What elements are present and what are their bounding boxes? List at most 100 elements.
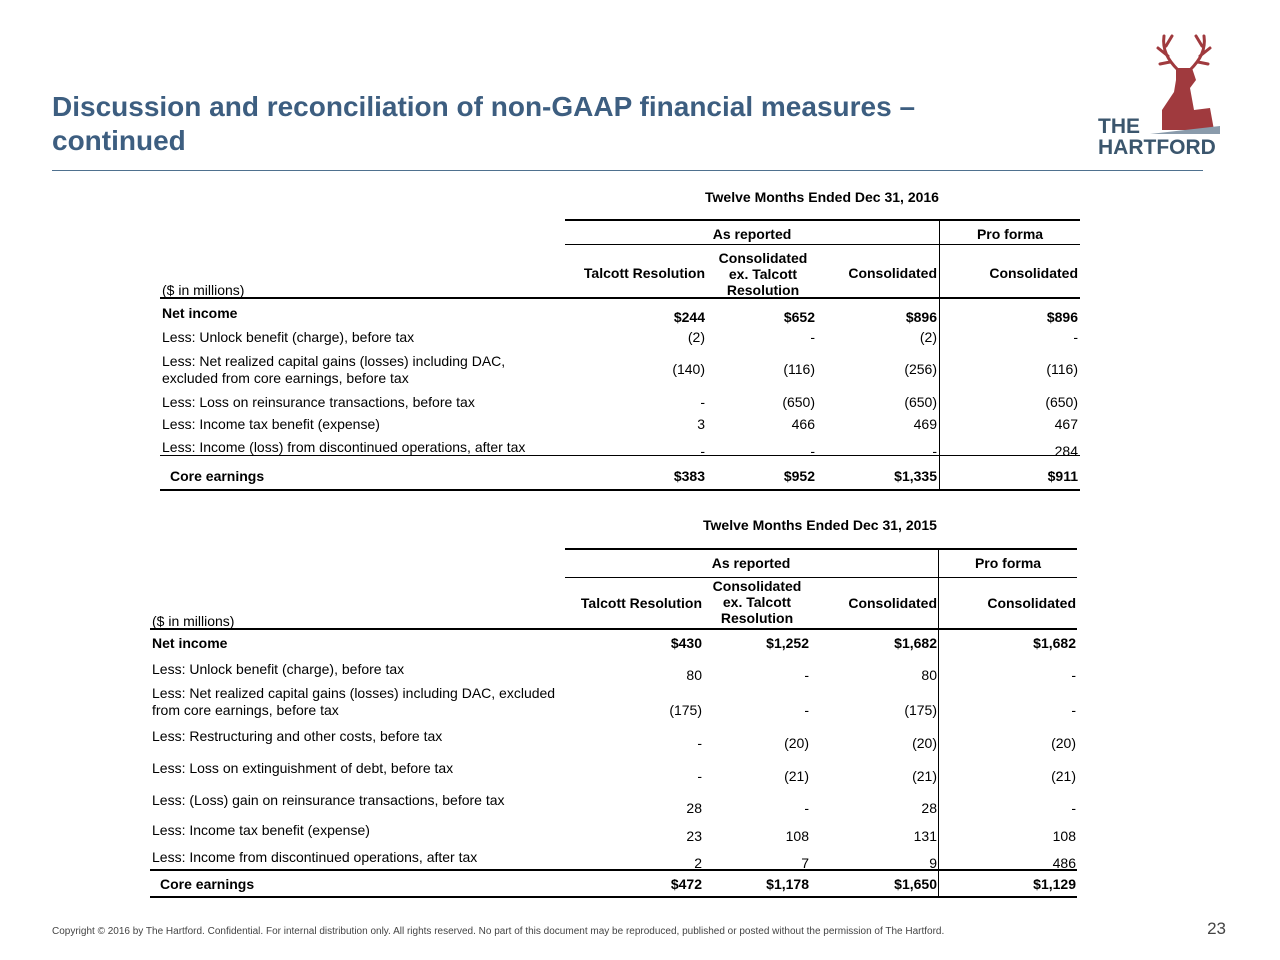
cell: 3 [697, 416, 705, 432]
row-label: Core earnings [170, 468, 265, 484]
cell: $1,682 [1033, 635, 1076, 651]
cell: - [804, 800, 809, 816]
cell: $1,682 [894, 635, 937, 651]
logo-text: THE HARTFORD [1098, 116, 1216, 158]
cell: 467 [1054, 416, 1078, 432]
cell: 80 [686, 667, 702, 683]
title-rule [52, 170, 1203, 171]
row-label: Net income [162, 305, 238, 321]
column-header: Resolution [720, 610, 794, 626]
column-header: Consolidated [712, 578, 802, 594]
rule [938, 548, 939, 896]
group-header: As reported [712, 226, 792, 242]
cell: - [810, 443, 815, 459]
cell: $896 [1046, 309, 1078, 325]
group-header: Pro forma [974, 555, 1042, 571]
column-header: ex. Talcott [722, 594, 792, 610]
cell: (21) [784, 768, 809, 784]
cell: 80 [921, 667, 937, 683]
column-header: Resolution [726, 282, 800, 298]
cell: - [804, 667, 809, 683]
column-header: Talcott Resolution [583, 265, 705, 281]
cell: 108 [1052, 828, 1076, 844]
period-title: Twelve Months Ended Dec 31, 2016 [705, 189, 939, 205]
row-label: Less: Unlock benefit (charge), before ta… [152, 661, 405, 677]
cell: (140) [672, 361, 705, 377]
cell: (650) [904, 394, 937, 410]
cell: $652 [783, 309, 815, 325]
row-label: Less: (Loss) gain on reinsurance transac… [152, 792, 505, 808]
cell: (650) [782, 394, 815, 410]
cell: 28 [921, 800, 937, 816]
column-header: Consolidated [718, 250, 808, 266]
row-label: Less: Income tax benefit (expense) [162, 416, 380, 432]
logo-line: THE [1098, 115, 1140, 138]
cell: $911 [1047, 468, 1078, 484]
cell: - [1073, 329, 1078, 345]
cell: (650) [1045, 394, 1078, 410]
rule [939, 219, 940, 489]
title-line: Discussion and reconciliation of non-GAA… [52, 91, 916, 122]
cell: - [700, 394, 705, 410]
row-label: excluded from core earnings, before tax [162, 370, 409, 386]
column-header: Consolidated [848, 265, 937, 281]
stag [1162, 68, 1214, 130]
row-label: Net income [152, 635, 228, 651]
cell: $1,178 [766, 876, 809, 892]
cell: $952 [783, 468, 815, 484]
column-header: Talcott Resolution [580, 595, 702, 611]
cell: (256) [904, 361, 937, 377]
antlers [1156, 34, 1212, 72]
cell: - [1071, 702, 1076, 718]
cell: $383 [673, 468, 705, 484]
column-header: ex. Talcott [728, 266, 798, 282]
cell: 2 [694, 855, 702, 871]
copyright: Copyright © 2016 by The Hartford. Confid… [52, 926, 945, 937]
rule [160, 489, 1080, 491]
cell: (175) [904, 702, 937, 718]
cell: (116) [783, 361, 815, 377]
cell: - [804, 702, 809, 718]
cell: - [697, 768, 702, 784]
cell: - [932, 443, 937, 459]
row-label: Less: Income tax benefit (expense) [152, 822, 370, 838]
row-label: Less: Net realized capital gains (losses… [162, 353, 506, 369]
cell: $1,335 [894, 468, 937, 484]
cell: (20) [912, 735, 937, 751]
unit-label: ($ in millions) [152, 613, 235, 629]
cell: - [1071, 800, 1076, 816]
rule [565, 548, 1077, 550]
cell: (2) [687, 329, 705, 345]
rule [565, 244, 1080, 245]
cell: (175) [669, 702, 702, 718]
logo [1150, 34, 1220, 134]
row-label: from core earnings, before tax [152, 702, 339, 718]
ground [1150, 126, 1220, 134]
column-header: Consolidated [987, 595, 1076, 611]
rule [160, 297, 1080, 299]
cell: 28 [686, 800, 702, 816]
row-label: Less: Unlock benefit (charge), before ta… [162, 329, 415, 345]
rule [150, 896, 1077, 898]
cell: $472 [670, 876, 702, 892]
cell: $1,252 [766, 635, 809, 651]
row-label: Less: Restructuring and other costs, bef… [152, 728, 443, 744]
row-label: Less: Net realized capital gains (losses… [152, 685, 556, 701]
group-header: As reported [711, 555, 791, 571]
unit-label: ($ in millions) [162, 282, 245, 298]
cell: 131 [913, 828, 937, 844]
period-title: Twelve Months Ended Dec 31, 2015 [703, 517, 937, 533]
cell: - [810, 329, 815, 345]
cell: - [1071, 667, 1076, 683]
page-number: 23 [1207, 919, 1226, 938]
cell: - [700, 443, 705, 459]
cell: (2) [919, 329, 937, 345]
cell: 23 [686, 828, 702, 844]
rule [565, 577, 1077, 578]
row-label: Less: Loss on extinguishment of debt, be… [152, 760, 454, 776]
cell: $244 [673, 309, 705, 325]
cell: (21) [912, 768, 937, 784]
cell: $896 [905, 309, 937, 325]
cell: 469 [913, 416, 937, 432]
